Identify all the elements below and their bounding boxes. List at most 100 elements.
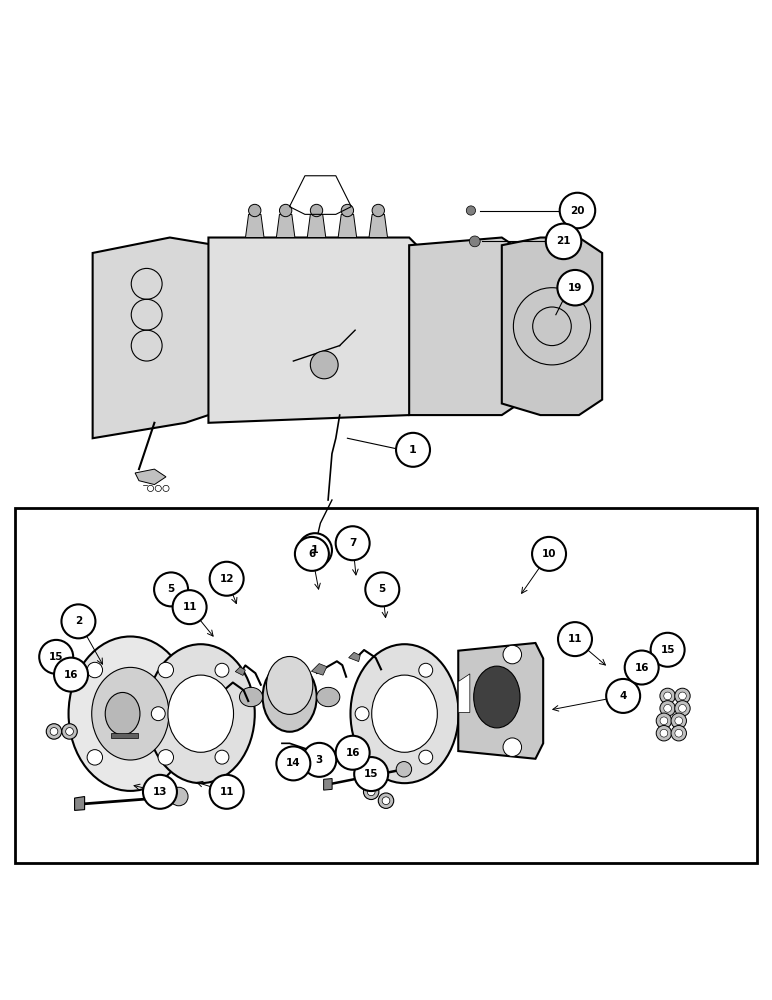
Circle shape [215, 750, 229, 764]
Circle shape [671, 713, 686, 729]
Circle shape [557, 270, 593, 305]
Polygon shape [349, 652, 361, 662]
Circle shape [158, 662, 174, 678]
Circle shape [675, 688, 690, 704]
Circle shape [298, 533, 332, 567]
Circle shape [215, 663, 229, 677]
Circle shape [378, 793, 394, 808]
Polygon shape [338, 214, 357, 238]
Circle shape [276, 746, 310, 780]
Circle shape [365, 572, 399, 606]
Circle shape [341, 204, 354, 217]
Circle shape [210, 775, 244, 809]
Ellipse shape [239, 687, 262, 707]
Circle shape [158, 750, 174, 765]
Circle shape [154, 572, 188, 606]
Polygon shape [235, 667, 245, 675]
Text: 2: 2 [75, 616, 82, 626]
Text: 1: 1 [311, 545, 319, 555]
Circle shape [336, 736, 370, 770]
Text: 13: 13 [153, 787, 168, 797]
Circle shape [62, 724, 77, 739]
Polygon shape [311, 664, 327, 675]
Polygon shape [323, 779, 332, 790]
Circle shape [50, 728, 58, 735]
Circle shape [625, 651, 659, 685]
Text: 11: 11 [219, 787, 234, 797]
Circle shape [660, 729, 668, 737]
Polygon shape [307, 214, 326, 238]
Text: 15: 15 [49, 652, 63, 662]
Circle shape [503, 645, 522, 664]
Circle shape [303, 743, 337, 777]
Text: 15: 15 [660, 645, 675, 655]
Circle shape [210, 562, 244, 596]
Circle shape [660, 717, 668, 725]
Circle shape [336, 526, 370, 560]
Circle shape [310, 204, 323, 217]
Polygon shape [135, 469, 166, 485]
Circle shape [62, 604, 96, 638]
Text: 20: 20 [571, 206, 584, 216]
Ellipse shape [262, 662, 317, 732]
Circle shape [675, 729, 682, 737]
Circle shape [173, 590, 207, 624]
Polygon shape [459, 674, 470, 712]
Text: 11: 11 [182, 602, 197, 612]
Circle shape [87, 662, 103, 678]
Ellipse shape [69, 636, 192, 791]
Ellipse shape [168, 675, 233, 752]
Circle shape [664, 692, 672, 700]
Circle shape [364, 784, 379, 800]
Circle shape [606, 679, 640, 713]
Ellipse shape [147, 644, 255, 783]
Circle shape [39, 640, 73, 674]
Circle shape [418, 663, 432, 677]
Circle shape [418, 750, 432, 764]
Ellipse shape [92, 667, 169, 760]
Circle shape [295, 537, 329, 571]
Circle shape [664, 705, 672, 712]
Ellipse shape [372, 675, 437, 752]
Circle shape [170, 787, 188, 806]
Text: 16: 16 [345, 748, 360, 758]
Circle shape [87, 750, 103, 765]
Polygon shape [502, 238, 602, 415]
Circle shape [355, 707, 369, 721]
Text: 19: 19 [568, 283, 582, 293]
Circle shape [143, 775, 177, 809]
Text: 5: 5 [168, 584, 174, 594]
Circle shape [249, 204, 261, 217]
Text: 16: 16 [635, 663, 649, 673]
Circle shape [671, 726, 686, 741]
Ellipse shape [474, 666, 520, 728]
Text: 14: 14 [286, 758, 300, 768]
Circle shape [279, 204, 292, 217]
Circle shape [66, 728, 73, 735]
Polygon shape [276, 214, 295, 238]
Circle shape [660, 688, 676, 704]
Polygon shape [459, 643, 543, 759]
Bar [15, 508, 757, 863]
Circle shape [372, 204, 384, 217]
Ellipse shape [350, 644, 459, 783]
Text: 1: 1 [409, 445, 417, 455]
Circle shape [656, 726, 672, 741]
Polygon shape [111, 733, 138, 738]
Text: 4: 4 [619, 691, 627, 701]
Circle shape [396, 433, 430, 467]
Circle shape [675, 701, 690, 716]
Text: 3: 3 [316, 755, 323, 765]
Circle shape [396, 762, 411, 777]
Text: 15: 15 [364, 769, 378, 779]
Polygon shape [75, 797, 85, 810]
Circle shape [660, 701, 676, 716]
Circle shape [310, 351, 338, 379]
Text: 11: 11 [567, 634, 582, 644]
Polygon shape [93, 238, 232, 438]
Ellipse shape [105, 692, 140, 735]
Text: 7: 7 [349, 538, 357, 548]
Ellipse shape [317, 687, 340, 707]
Circle shape [46, 724, 62, 739]
Polygon shape [208, 238, 425, 423]
